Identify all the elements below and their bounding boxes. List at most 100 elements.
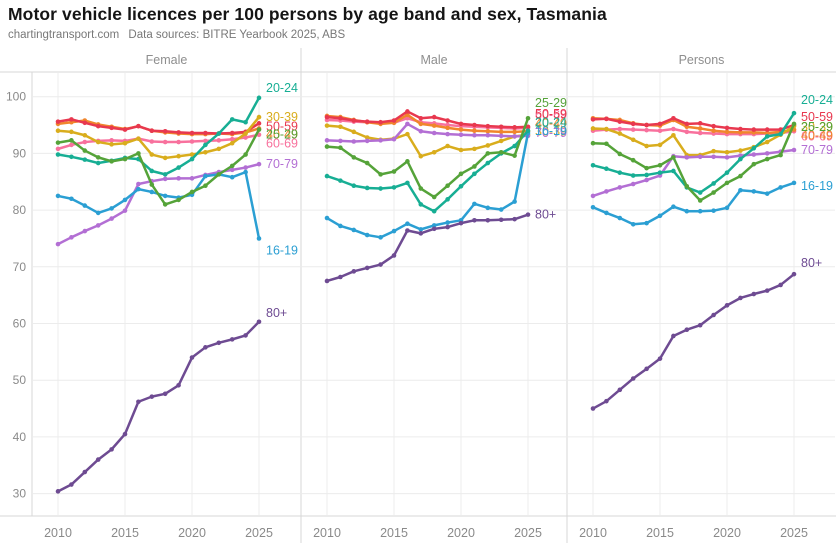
point-80+-2016[interactable]	[136, 399, 141, 405]
point-30-39-2018[interactable]	[162, 155, 168, 161]
point-25-29-2017[interactable]	[418, 186, 424, 191]
point-30-39-2022[interactable]	[216, 146, 222, 152]
point-25-29-2020[interactable]	[724, 180, 730, 186]
point-16-19-2023[interactable]	[764, 191, 770, 196]
point-25-29-2019[interactable]	[711, 190, 716, 195]
point-30-39-2019[interactable]	[445, 143, 450, 149]
point-25-29-2017[interactable]	[149, 182, 155, 187]
point-60-69-2014[interactable]	[644, 127, 649, 133]
point-50-59-2011[interactable]	[604, 116, 609, 122]
point-80+-2020[interactable]	[458, 220, 464, 226]
point-16-19-2018[interactable]	[431, 223, 437, 228]
line-16-19-male[interactable]	[325, 131, 530, 239]
point-30-39-2016[interactable]	[405, 131, 410, 137]
point-20-24-2010[interactable]	[324, 173, 330, 179]
point-70-79-2024[interactable]	[512, 134, 517, 139]
point-30-39-2024[interactable]	[243, 131, 248, 136]
point-30-39-2010[interactable]	[590, 126, 596, 131]
point-80+-2022[interactable]	[216, 340, 222, 346]
point-20-24-2012[interactable]	[351, 183, 357, 189]
point-16-19-2025[interactable]	[256, 236, 262, 241]
point-25-29-2025[interactable]	[256, 127, 262, 132]
point-60-69-2020[interactable]	[189, 139, 195, 144]
point-60-69-2017[interactable]	[684, 129, 690, 135]
point-30-39-2015[interactable]	[122, 140, 128, 146]
point-25-29-2015[interactable]	[122, 156, 128, 162]
point-25-29-2023[interactable]	[229, 163, 235, 169]
point-50-59-2010[interactable]	[590, 117, 596, 122]
point-50-59-2024[interactable]	[512, 125, 517, 130]
point-20-24-2013[interactable]	[630, 173, 636, 178]
point-16-19-2010[interactable]	[55, 193, 61, 199]
line-20-24-male[interactable]	[325, 129, 530, 213]
point-25-29-2014[interactable]	[109, 159, 114, 164]
point-80+-2016[interactable]	[671, 333, 676, 339]
point-80+-2022[interactable]	[485, 218, 491, 223]
point-80+-2015[interactable]	[657, 356, 663, 361]
point-50-59-2021[interactable]	[738, 126, 743, 132]
point-70-79-2020[interactable]	[724, 155, 730, 160]
point-16-19-2011[interactable]	[604, 210, 609, 216]
point-70-79-2015[interactable]	[122, 208, 128, 213]
point-70-79-2011[interactable]	[338, 138, 343, 144]
point-30-39-2023[interactable]	[229, 140, 235, 146]
point-70-79-2019[interactable]	[176, 176, 181, 181]
point-30-39-2016[interactable]	[671, 132, 676, 138]
point-80+-2021[interactable]	[738, 295, 743, 301]
point-80+-2011[interactable]	[69, 482, 74, 487]
point-50-59-2023[interactable]	[764, 127, 770, 132]
point-70-79-2019[interactable]	[711, 154, 716, 160]
point-80+-2023[interactable]	[764, 288, 770, 293]
point-25-29-2010[interactable]	[590, 140, 596, 146]
point-80+-2023[interactable]	[229, 337, 235, 342]
point-20-24-2014[interactable]	[378, 186, 383, 191]
point-16-19-2013[interactable]	[95, 210, 101, 216]
point-80+-2014[interactable]	[378, 262, 383, 267]
point-80+-2013[interactable]	[95, 457, 101, 462]
point-50-59-2017[interactable]	[418, 115, 424, 121]
point-25-29-2021[interactable]	[472, 164, 477, 169]
point-25-29-2016[interactable]	[671, 155, 676, 160]
point-30-39-2021[interactable]	[738, 148, 743, 153]
point-70-79-2015[interactable]	[391, 136, 397, 142]
point-70-79-2014[interactable]	[644, 177, 649, 183]
point-30-39-2013[interactable]	[95, 139, 101, 145]
point-25-29-2013[interactable]	[630, 157, 636, 163]
point-16-19-2017[interactable]	[418, 227, 424, 232]
point-50-59-2014[interactable]	[109, 125, 114, 131]
point-20-24-2019[interactable]	[711, 181, 716, 186]
point-16-19-2021[interactable]	[738, 187, 743, 193]
point-16-19-2016[interactable]	[405, 221, 410, 227]
point-70-79-2023[interactable]	[498, 133, 504, 139]
point-50-59-2025[interactable]	[525, 124, 531, 130]
point-60-69-2018[interactable]	[162, 139, 168, 145]
point-25-29-2021[interactable]	[203, 183, 208, 189]
point-50-59-2019[interactable]	[445, 118, 450, 123]
point-20-24-2021[interactable]	[203, 142, 208, 148]
line-30-39-female[interactable]	[56, 115, 261, 160]
point-80+-2010[interactable]	[55, 489, 61, 494]
point-25-29-2013[interactable]	[364, 160, 370, 166]
point-50-59-2015[interactable]	[391, 118, 397, 123]
point-20-24-2019[interactable]	[445, 197, 450, 202]
point-70-79-2023[interactable]	[764, 151, 770, 156]
point-30-39-2017[interactable]	[418, 153, 424, 159]
point-20-24-2015[interactable]	[391, 185, 397, 190]
point-70-79-2010[interactable]	[590, 193, 596, 199]
point-20-24-2014[interactable]	[644, 172, 649, 178]
point-80+-2017[interactable]	[684, 327, 690, 333]
point-70-79-2013[interactable]	[95, 223, 101, 228]
point-60-69-2023[interactable]	[229, 136, 235, 142]
point-60-69-2019[interactable]	[176, 139, 181, 145]
point-80+-2021[interactable]	[472, 218, 477, 223]
point-70-79-2012[interactable]	[351, 139, 357, 144]
point-20-24-2023[interactable]	[229, 117, 235, 122]
point-80+-2019[interactable]	[711, 312, 716, 318]
point-40-49-2018[interactable]	[697, 126, 703, 131]
point-80+-2025[interactable]	[791, 271, 797, 277]
point-16-19-2024[interactable]	[243, 169, 248, 175]
point-16-19-2012[interactable]	[617, 215, 623, 221]
point-60-69-2015[interactable]	[657, 128, 663, 134]
point-40-49-2020[interactable]	[458, 127, 464, 132]
point-25-29-2022[interactable]	[216, 172, 222, 177]
